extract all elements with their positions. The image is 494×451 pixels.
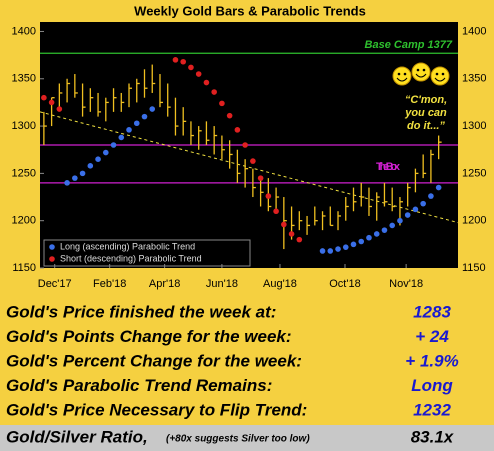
parabolic-dot xyxy=(404,212,411,218)
ratio-label: Gold/Silver Ratio, xyxy=(6,427,148,446)
parabolic-dot xyxy=(219,100,225,107)
parabolic-dot xyxy=(87,163,94,169)
trend-line xyxy=(39,111,459,224)
parabolic-dot xyxy=(257,175,264,181)
row-value: + 24 xyxy=(415,327,449,346)
parabolic-dot xyxy=(397,217,403,224)
parabolic-dot xyxy=(64,180,70,186)
parabolic-dot xyxy=(234,127,241,133)
parabolic-dot xyxy=(48,99,55,106)
y-tick-label-right: 1150 xyxy=(462,262,486,274)
y-tick-label: 1150 xyxy=(12,262,36,274)
parabolic-dot xyxy=(420,200,426,207)
row-value: Long xyxy=(411,376,453,395)
parabolic-dot xyxy=(203,79,210,86)
row-label: Gold's Price Necessary to Flip Trend: xyxy=(6,400,307,419)
parabolic-dot xyxy=(149,106,156,112)
parabolic-dot xyxy=(141,113,148,120)
parabolic-dot xyxy=(273,208,279,215)
y-tick-label-right: 1350 xyxy=(462,73,486,85)
legend-label: Long (ascending) Parabolic Trend xyxy=(60,241,195,251)
parabolic-dot xyxy=(296,236,303,243)
legend-label: Short (descending) Parabolic Trend xyxy=(60,253,202,263)
row-label: Gold's Points Change for the week: xyxy=(6,327,292,346)
x-tick-label: Dec'17 xyxy=(38,278,72,290)
parabolic-dot xyxy=(373,231,380,237)
parabolic-dot xyxy=(118,134,125,141)
box-label: The Box xyxy=(376,161,401,173)
y-tick-label-right: 1200 xyxy=(462,215,486,227)
parabolic-dot xyxy=(327,248,334,254)
parabolic-dot xyxy=(381,227,388,233)
parabolic-dot xyxy=(72,175,78,181)
parabolic-dot xyxy=(102,149,109,156)
row-value: 1232 xyxy=(413,400,451,419)
row-value: 1283 xyxy=(413,302,451,321)
ratio-row-bg xyxy=(0,425,494,451)
parabolic-dot xyxy=(350,241,357,248)
row-value: + 1.9% xyxy=(405,351,458,370)
row-label: Gold's Parabolic Trend Remains: xyxy=(6,376,272,395)
parabolic-dot xyxy=(250,158,256,164)
parabolic-dot xyxy=(172,57,179,63)
parabolic-dot xyxy=(435,184,442,191)
y-tick-label: 1300 xyxy=(12,120,36,132)
legend xyxy=(43,239,251,267)
parabolic-dot xyxy=(358,238,365,245)
y-tick-label: 1350 xyxy=(12,73,36,85)
parabolic-dot xyxy=(188,64,194,71)
y-tick-label: 1250 xyxy=(12,167,36,179)
parabolic-dot xyxy=(195,71,202,77)
parabolic-dot xyxy=(288,231,295,237)
ratio-value: 83.1x xyxy=(411,427,455,446)
x-tick-label: Feb'18 xyxy=(93,278,126,290)
parabolic-dot xyxy=(180,58,187,65)
parabolic-dot xyxy=(110,142,117,148)
chart-title: Weekly Gold Bars & Parabolic Trends xyxy=(134,3,366,18)
smileys xyxy=(392,62,450,86)
parabolic-dot xyxy=(95,156,101,162)
annotation: do it...” xyxy=(407,120,445,132)
row-label: Gold's Price finished the week at: xyxy=(6,302,276,321)
parabolic-dot xyxy=(133,120,140,127)
annotation: you can xyxy=(404,107,447,119)
x-tick-label: Jun'18 xyxy=(206,278,238,290)
parabolic-dot xyxy=(41,94,47,101)
parabolic-dot xyxy=(226,112,233,119)
parabolic-dot xyxy=(366,234,372,241)
parabolic-dot xyxy=(79,170,86,177)
legend-marker xyxy=(49,256,55,262)
parabolic-dot xyxy=(335,246,341,252)
row-label: Gold's Percent Change for the week: xyxy=(6,351,302,370)
x-tick-label: Aug'18 xyxy=(263,278,297,290)
parabolic-dot xyxy=(342,244,349,250)
x-tick-label: Apr'18 xyxy=(149,278,180,290)
parabolic-dot xyxy=(126,127,132,133)
parabolic-dot xyxy=(428,193,434,199)
parabolic-dot xyxy=(281,221,287,228)
parabolic-dot xyxy=(319,248,326,254)
y-tick-label-right: 1300 xyxy=(462,120,486,132)
y-tick-label: 1400 xyxy=(12,25,36,37)
parabolic-dot xyxy=(211,89,217,95)
parabolic-dot xyxy=(265,193,272,199)
parabolic-dot xyxy=(412,206,419,213)
ratio-note: (+80x suggests Silver too low) xyxy=(166,434,310,445)
parabolic-dot xyxy=(389,222,396,229)
y-tick-label: 1200 xyxy=(12,215,36,227)
parabolic-dot xyxy=(242,142,248,148)
x-tick-label: Nov'18 xyxy=(389,278,423,290)
reference-label: Base Camp 1377 xyxy=(365,39,453,51)
x-tick-label: Oct'18 xyxy=(329,278,360,290)
legend-marker xyxy=(49,244,55,250)
annotation: “C'mon, xyxy=(405,94,447,106)
y-tick-label-right: 1250 xyxy=(462,167,486,179)
parabolic-dot xyxy=(56,106,63,112)
y-tick-label-right: 1400 xyxy=(462,25,486,37)
